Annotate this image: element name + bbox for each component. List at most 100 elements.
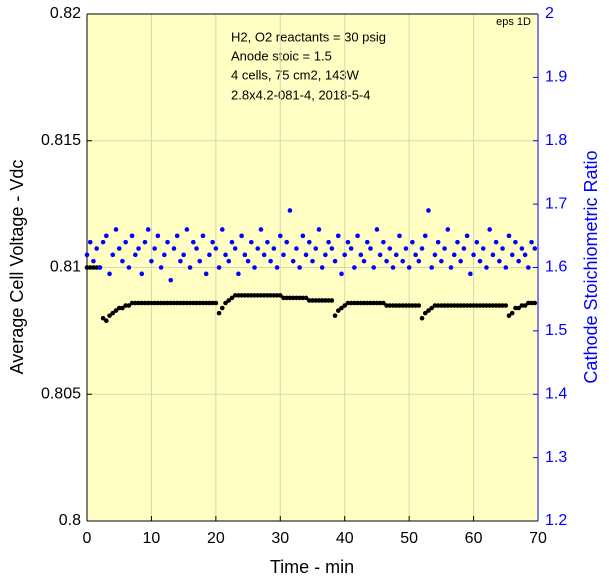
point [335, 233, 341, 239]
point [87, 265, 93, 270]
x-tick-label: 20 [207, 530, 225, 547]
x-tick-label: 10 [143, 530, 161, 547]
point [149, 300, 154, 306]
point [139, 271, 145, 277]
point [149, 258, 154, 264]
point [458, 303, 463, 308]
point [426, 308, 431, 313]
point [397, 233, 402, 239]
point [516, 258, 521, 264]
point [258, 293, 264, 298]
point [248, 239, 254, 245]
point [87, 239, 93, 245]
point [474, 239, 480, 245]
point [294, 295, 299, 301]
point [239, 293, 244, 298]
point [113, 227, 119, 232]
point [455, 303, 460, 308]
point [451, 252, 457, 258]
point [123, 303, 128, 308]
point [210, 300, 215, 306]
point [261, 252, 267, 258]
point [364, 239, 370, 245]
point [168, 277, 174, 283]
point [300, 295, 306, 301]
point [274, 293, 280, 298]
point [323, 298, 328, 303]
point [316, 227, 322, 232]
point [174, 233, 180, 239]
point [461, 303, 467, 308]
point [104, 233, 109, 239]
point [232, 246, 238, 251]
point [468, 271, 473, 277]
point [133, 252, 138, 258]
y2-tick-label: 1.5 [545, 322, 567, 339]
point [165, 239, 170, 245]
point [310, 258, 315, 264]
x-tick-label: 60 [465, 530, 483, 547]
point [191, 300, 196, 306]
point [162, 252, 167, 258]
point [203, 300, 209, 306]
point [364, 300, 370, 306]
point [358, 300, 364, 306]
point [416, 303, 422, 308]
point [361, 300, 367, 306]
point [216, 265, 222, 270]
point [313, 298, 319, 303]
point [239, 233, 244, 239]
point [232, 293, 238, 298]
point [242, 293, 248, 298]
annotation: Anode stoic = 1.5 [231, 48, 332, 63]
point [110, 310, 116, 316]
point [129, 233, 135, 239]
point [355, 300, 360, 306]
point [490, 303, 496, 308]
point [248, 293, 254, 298]
point [194, 300, 199, 306]
point [297, 265, 302, 270]
point [435, 303, 441, 308]
point [207, 300, 212, 306]
x-tick-label: 70 [529, 530, 547, 547]
point [484, 265, 489, 270]
point [361, 258, 367, 264]
point [152, 246, 157, 251]
point [152, 300, 157, 306]
point [390, 265, 396, 270]
point [506, 313, 512, 318]
point [384, 258, 389, 264]
point [342, 303, 348, 308]
point [97, 265, 103, 270]
point [477, 303, 483, 308]
point [197, 300, 203, 306]
y-tick-label: 0.805 [41, 385, 81, 402]
point [207, 252, 212, 258]
point [326, 298, 331, 303]
point [126, 265, 132, 270]
point [522, 303, 528, 308]
point [419, 315, 425, 321]
point [513, 305, 518, 311]
point [91, 265, 96, 270]
x-axis-label: Time - min [270, 557, 354, 577]
point [522, 252, 528, 258]
point [210, 239, 215, 245]
point [277, 233, 283, 239]
point [377, 252, 383, 258]
point [229, 239, 235, 245]
y-tick-label: 0.8 [59, 512, 81, 529]
point [342, 252, 348, 258]
point [410, 303, 415, 308]
point [332, 313, 338, 318]
point [187, 265, 193, 270]
point [445, 227, 451, 232]
point [319, 298, 325, 303]
point [416, 258, 422, 264]
point [120, 305, 125, 311]
point [136, 300, 141, 306]
point [139, 300, 145, 306]
point [236, 271, 241, 277]
